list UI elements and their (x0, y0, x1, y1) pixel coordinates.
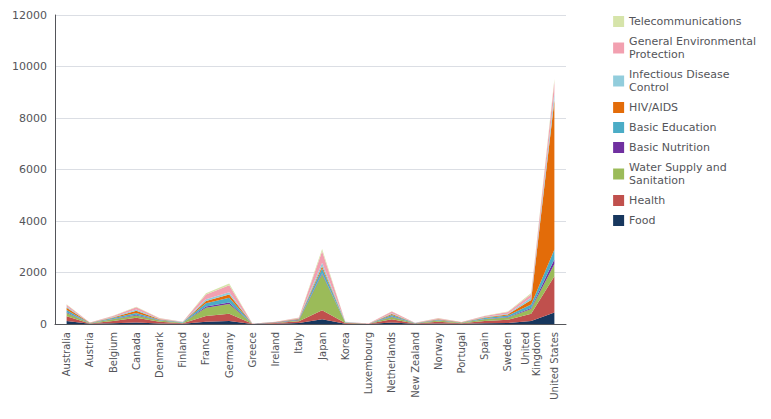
svg-text:General Environmental: General Environmental (629, 35, 756, 48)
svg-text:Portugal: Portugal (456, 332, 467, 373)
svg-text:New Zealand: New Zealand (410, 332, 421, 398)
svg-text:10000: 10000 (12, 60, 47, 73)
svg-text:Italy: Italy (293, 332, 304, 354)
svg-text:0: 0 (40, 318, 47, 331)
svg-text:Australia: Australia (61, 332, 72, 376)
svg-text:Basic Education: Basic Education (629, 121, 716, 134)
svg-text:Health: Health (629, 194, 665, 207)
svg-text:Control: Control (629, 81, 669, 94)
svg-text:Ireland: Ireland (270, 332, 281, 367)
svg-text:Korea: Korea (340, 332, 351, 360)
svg-text:Sanitation: Sanitation (629, 174, 685, 187)
svg-text:Canada: Canada (131, 332, 142, 370)
svg-text:Austria: Austria (84, 332, 95, 367)
svg-text:Spain: Spain (479, 332, 490, 360)
svg-text:United: United (520, 332, 531, 365)
svg-text:Infectious Disease: Infectious Disease (629, 68, 730, 81)
svg-text:12000: 12000 (12, 9, 47, 22)
svg-text:Germany: Germany (224, 332, 235, 378)
svg-text:Food: Food (629, 214, 655, 227)
svg-text:Sweden: Sweden (502, 332, 513, 372)
svg-text:France: France (200, 332, 211, 365)
svg-text:6000: 6000 (19, 163, 47, 176)
svg-text:4000: 4000 (19, 215, 47, 228)
svg-text:Japan: Japan (317, 332, 328, 361)
svg-text:Denmark: Denmark (154, 332, 165, 378)
svg-text:Finland: Finland (177, 332, 188, 368)
svg-text:Norway: Norway (433, 332, 444, 370)
svg-text:Protection: Protection (629, 48, 685, 61)
svg-text:2000: 2000 (19, 266, 47, 279)
svg-text:Belgium: Belgium (108, 332, 119, 373)
svg-text:Luxembourg: Luxembourg (363, 332, 374, 394)
svg-text:Netherlands: Netherlands (386, 332, 397, 393)
svg-text:8000: 8000 (19, 112, 47, 125)
svg-text:United States: United States (549, 332, 560, 400)
svg-text:Basic Nutrition: Basic Nutrition (629, 141, 710, 154)
svg-text:Telecommunications: Telecommunications (628, 15, 742, 28)
svg-text:Water Supply and: Water Supply and (629, 161, 727, 174)
svg-text:Kingdom: Kingdom (531, 332, 542, 376)
svg-text:Greece: Greece (247, 332, 258, 368)
svg-text:HIV/AIDS: HIV/AIDS (629, 101, 678, 114)
